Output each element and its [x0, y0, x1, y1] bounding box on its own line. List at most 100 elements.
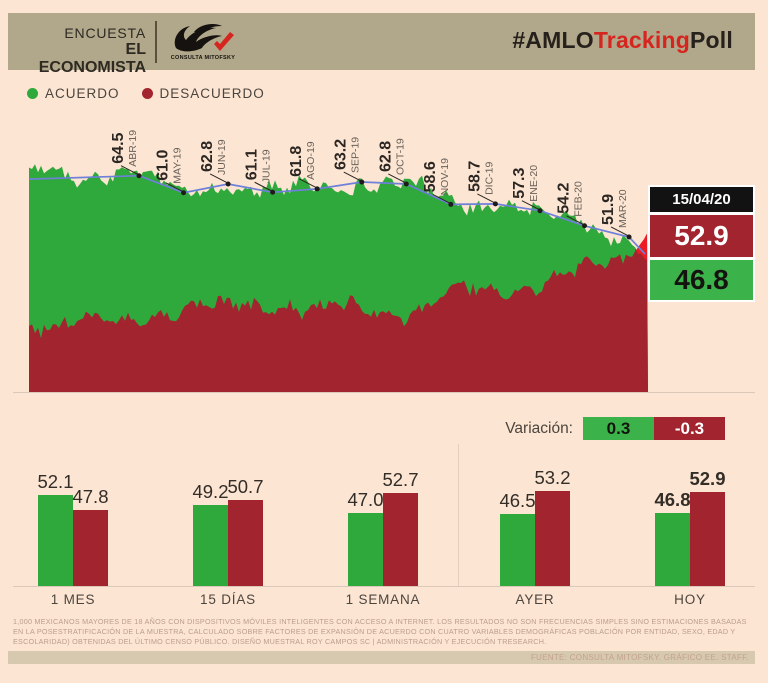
- month-value-label: 64.5: [110, 132, 127, 163]
- header-divider: [155, 21, 157, 63]
- bar-value-acuerdo: 49.2: [192, 480, 229, 502]
- hashtag: #AMLOTrackingPoll: [512, 27, 733, 54]
- legend-item-acuerdo: ACUERDO: [27, 86, 120, 101]
- label-leader: [566, 215, 584, 225]
- bar-category-label: 15 DÍAS: [200, 592, 256, 607]
- bar-value-acuerdo: 47.0: [347, 488, 384, 510]
- bar-acuerdo: [348, 512, 383, 586]
- bar-value-desacuerdo: 50.7: [227, 475, 264, 497]
- trend-point: [582, 223, 587, 229]
- month-value-label: 54.2: [556, 183, 573, 214]
- survey-label: ENCUESTA: [64, 25, 146, 41]
- month-name-label: ABR-19: [127, 130, 139, 167]
- legend-label-acuerdo: ACUERDO: [45, 86, 120, 101]
- bar-category-label: 1 MES: [50, 592, 96, 607]
- acuerdo-dot-icon: [27, 88, 38, 99]
- month-value-label: 61.0: [155, 149, 172, 180]
- source-credit: FUENTE: CONSULTA MITOFSKY. GRÁFICO EE. S…: [530, 653, 749, 662]
- bar-value-acuerdo: 46.8: [654, 489, 691, 511]
- label-leader: [477, 193, 495, 203]
- latest-value-box: 15/04/20 52.9 46.8: [648, 185, 755, 302]
- month-value-label: 63.2: [333, 139, 350, 170]
- trend-point: [359, 179, 365, 185]
- bar-desacuerdo: [535, 490, 570, 586]
- legend-item-desacuerdo: DESACUERDO: [141, 86, 265, 101]
- label-leader: [254, 181, 272, 192]
- month-name-label: JUN-19: [216, 139, 228, 175]
- trend-point: [225, 181, 231, 187]
- month-name-label: SEP-19: [350, 137, 362, 173]
- hashtag-part-poll: Poll: [690, 27, 733, 53]
- label-leader: [432, 193, 450, 204]
- bar-desacuerdo: [228, 499, 263, 586]
- month-name-label: AGO-19: [305, 141, 317, 180]
- trend-point: [626, 234, 632, 240]
- month-name-label: FEB-20: [573, 181, 585, 217]
- bars-divider: [458, 444, 459, 586]
- bar-desacuerdo: [690, 491, 725, 586]
- variacion-label: Variación:: [505, 420, 573, 437]
- label-leader: [521, 200, 539, 210]
- trend-point: [403, 181, 409, 187]
- month-value-label: 51.9: [600, 194, 617, 225]
- consulta-mitofsky-logo: [164, 18, 244, 63]
- month-value-label: 57.3: [511, 167, 528, 198]
- label-leader: [388, 173, 406, 183]
- bar-value-desacuerdo: 53.2: [534, 466, 571, 488]
- bar-category-label: AYER: [515, 592, 555, 607]
- month-value-label: 61.1: [244, 149, 261, 180]
- month-name-label: OCT-19: [394, 138, 406, 175]
- bar-value-desacuerdo: 52.9: [689, 467, 726, 489]
- label-leader: [298, 178, 316, 188]
- bar-acuerdo: [193, 504, 228, 586]
- bar-category-label: 1 SEMANA: [345, 592, 421, 607]
- desacuerdo-area: [29, 233, 648, 392]
- bar-value-desacuerdo: 47.8: [72, 485, 109, 507]
- bar-acuerdo: [38, 494, 73, 586]
- trend-point: [492, 201, 498, 207]
- label-leader: [343, 171, 361, 181]
- variacion-acuerdo-badge: 0.3: [583, 417, 654, 440]
- trend-point: [537, 208, 543, 214]
- month-value-label: 58.7: [466, 161, 483, 192]
- trend-point: [181, 190, 187, 196]
- latest-date: 15/04/20: [650, 187, 753, 212]
- variacion-desacuerdo-badge: -0.3: [654, 417, 725, 440]
- desacuerdo-dot-icon: [141, 88, 153, 99]
- header-band: ENCUESTA EL ECONOMISTA CONSULTA MITOFSKY…: [8, 13, 755, 76]
- month-value-label: 62.8: [199, 141, 216, 172]
- bar-category-label: HOY: [674, 592, 706, 607]
- label-leader: [165, 182, 183, 192]
- bar-desacuerdo: [383, 492, 418, 586]
- month-value-label: 61.8: [288, 146, 305, 177]
- bar-value-desacuerdo: 52.7: [382, 468, 419, 490]
- trend-line: [28, 174, 646, 255]
- survey-brand: ENCUESTA EL ECONOMISTA: [38, 25, 146, 78]
- latest-desacuerdo-value: 52.9: [650, 215, 753, 257]
- acuerdo-area: [29, 164, 648, 392]
- logo-caption: CONSULTA MITOFSKY: [170, 55, 236, 61]
- bar-acuerdo: [500, 514, 535, 586]
- trend-point: [270, 189, 276, 195]
- trend-point: [136, 173, 142, 179]
- publisher-name: EL ECONOMISTA: [38, 41, 146, 77]
- trend-point: [448, 201, 454, 207]
- legend-label-desacuerdo: DESACUERDO: [159, 86, 265, 101]
- month-name-label: DIC-19: [483, 161, 495, 194]
- hashtag-part-amlo: #AMLO: [512, 27, 594, 53]
- bar-acuerdo: [655, 513, 690, 586]
- month-name-label: ENE-20: [528, 165, 540, 202]
- methodology-footnote: 1,000 MEXICANOS MAYORES DE 18 AÑOS CON D…: [13, 617, 747, 646]
- crossover-highlight: [635, 233, 647, 261]
- bar-desacuerdo: [73, 509, 108, 586]
- month-value-label: 62.8: [377, 141, 394, 172]
- month-name-label: NOV-19: [439, 158, 451, 196]
- legend: ACUERDO DESACUERDO: [27, 86, 265, 101]
- source-band: FUENTE: CONSULTA MITOFSKY. GRÁFICO EE. S…: [8, 651, 755, 664]
- month-name-label: JUL-19: [261, 149, 273, 183]
- label-leader: [610, 226, 628, 236]
- trend-point: [314, 186, 320, 192]
- bars-baseline: [13, 586, 755, 587]
- bar-value-acuerdo: 46.5: [499, 490, 536, 512]
